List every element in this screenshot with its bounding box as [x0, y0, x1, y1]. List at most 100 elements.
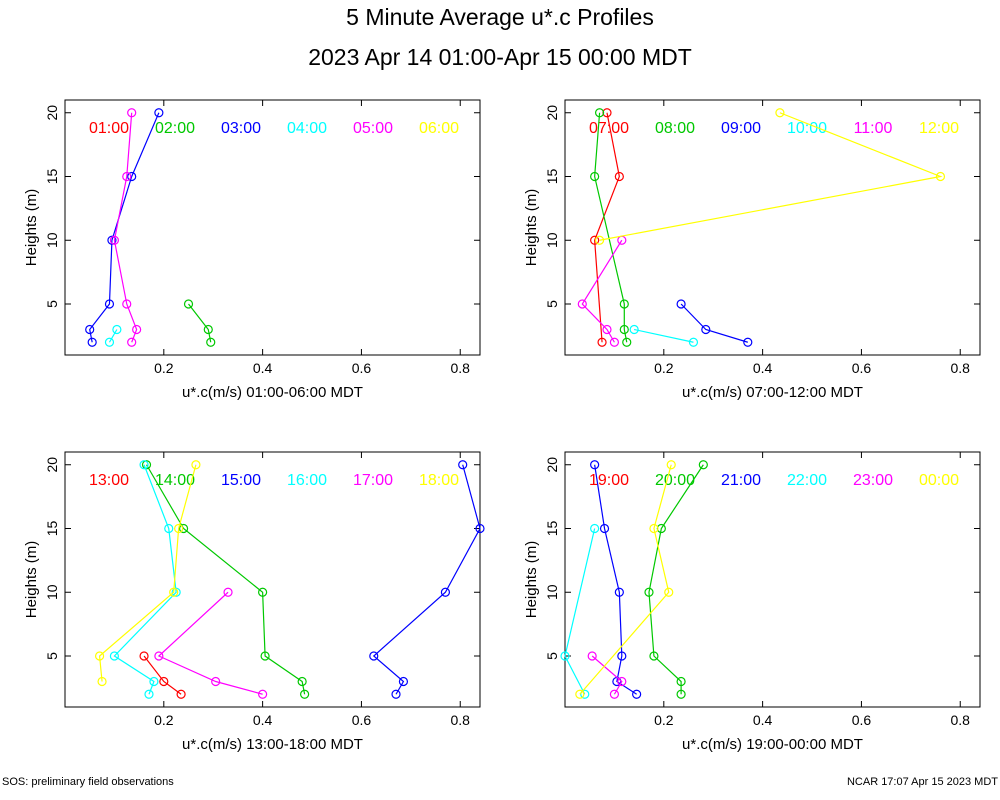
data-point	[649, 651, 659, 661]
plot-frame	[564, 451, 981, 708]
data-point	[614, 587, 624, 597]
data-point	[458, 460, 468, 470]
data-point	[609, 337, 620, 347]
series-line	[680, 303, 748, 343]
series-line	[143, 655, 182, 695]
series-line	[579, 464, 672, 695]
series-line	[157, 591, 263, 695]
data-point	[594, 235, 605, 245]
data-point	[599, 523, 610, 534]
series-1700	[154, 587, 268, 699]
series-0200	[183, 299, 216, 347]
x-axis-label: u*.c(m/s) 13:00-18:00 MDT	[182, 736, 363, 753]
y-tick-label: 10	[544, 232, 560, 248]
series-line	[634, 328, 694, 343]
data-point	[300, 689, 310, 699]
legend-label: 11:00	[854, 120, 893, 137]
series-1000	[629, 324, 699, 347]
legend-label: 09:00	[721, 120, 761, 137]
legend-label: 22:00	[787, 472, 827, 489]
y-tick-label: 15	[44, 169, 60, 185]
x-tick-label: 0.4	[253, 360, 273, 376]
data-point	[154, 108, 164, 118]
data-point	[475, 523, 485, 534]
series-2100	[590, 460, 642, 699]
data-point	[139, 460, 149, 470]
data-point	[97, 676, 107, 687]
data-point	[164, 523, 174, 534]
footer-note: SOS: preliminary field observations	[2, 776, 174, 788]
x-tick-label: 0.6	[352, 712, 372, 728]
x-tick-label: 0.8	[451, 712, 471, 728]
x-axis-label: u*.c(m/s) 01:00-06:00 MDT	[182, 384, 363, 401]
data-point	[698, 460, 708, 470]
data-point	[107, 235, 117, 245]
data-point	[622, 337, 632, 347]
data-point	[297, 676, 307, 687]
series-0900	[676, 299, 753, 347]
data-point	[619, 324, 629, 335]
data-point	[577, 299, 587, 309]
data-point	[206, 337, 216, 347]
data-point	[676, 299, 686, 309]
y-tick-label: 5	[44, 652, 60, 660]
legend-label: 21:00	[721, 472, 761, 489]
x-axis-label: u*.c(m/s) 19:00-00:00 MDT	[682, 736, 863, 753]
page-subtitle: 2023 Apr 14 01:00-Apr 15 00:00 MDT	[308, 44, 692, 70]
y-axis-label: Heights (m)	[523, 189, 540, 267]
data-point	[260, 651, 270, 661]
data-point	[644, 587, 654, 597]
x-tick-label: 0.6	[852, 360, 872, 376]
legend-label: 19:00	[589, 472, 629, 489]
data-point	[171, 587, 181, 597]
y-tick-label: 10	[44, 584, 60, 600]
data-point	[614, 171, 624, 182]
legend-label: 10:00	[787, 120, 827, 137]
series-2200	[560, 523, 600, 699]
y-tick-label: 5	[544, 300, 560, 308]
data-point	[664, 587, 674, 597]
series-1600	[109, 460, 181, 699]
legend-label: 00:00	[919, 472, 959, 489]
data-point	[398, 676, 409, 687]
data-point	[632, 689, 642, 699]
series-1300	[139, 651, 186, 699]
series-0800	[590, 108, 632, 347]
series-line	[188, 303, 212, 343]
chart-panel-1: 0.2 0.4 0.6 0.8 5 10 15 20 u*.c(m/s) 01:00-06:00…	[23, 99, 481, 401]
y-tick-label: 20	[544, 457, 560, 473]
data-point	[590, 235, 600, 245]
data-point	[122, 299, 132, 309]
y-tick-label: 10	[544, 584, 560, 600]
data-point	[935, 171, 946, 182]
plot-frame	[64, 99, 481, 356]
legend-label: 08:00	[655, 120, 695, 137]
plot-frame	[64, 451, 481, 708]
y-tick-label: 5	[44, 300, 60, 308]
legend-label: 04:00	[287, 120, 327, 137]
y-tick-label: 15	[544, 521, 560, 537]
data-point	[609, 689, 620, 699]
series-line	[89, 112, 160, 343]
x-tick-label: 0.8	[451, 360, 471, 376]
series-line	[113, 464, 177, 695]
series-line	[372, 464, 481, 695]
x-tick-label: 0.8	[951, 712, 971, 728]
series-line	[581, 239, 623, 343]
data-point	[211, 676, 221, 687]
x-tick-label: 0.4	[753, 712, 773, 728]
legend-label: 07:00	[589, 120, 629, 137]
chart-panel-3: 0.2 0.4 0.6 0.8 5 10 15 20 u*.c(m/s) 13:00-18:00…	[23, 451, 485, 753]
data-point	[590, 523, 600, 534]
series-0000	[575, 460, 676, 699]
plot-frame	[564, 99, 981, 356]
legend-label: 01:00	[89, 120, 129, 137]
legend-label: 16:00	[287, 472, 327, 489]
series-1200	[594, 108, 946, 245]
footer-timestamp: NCAR 17:07 Apr 15 2023 MDT	[846, 776, 998, 788]
data-point	[258, 587, 268, 597]
data-point	[587, 651, 597, 661]
data-point	[258, 689, 268, 699]
data-point	[139, 651, 149, 661]
